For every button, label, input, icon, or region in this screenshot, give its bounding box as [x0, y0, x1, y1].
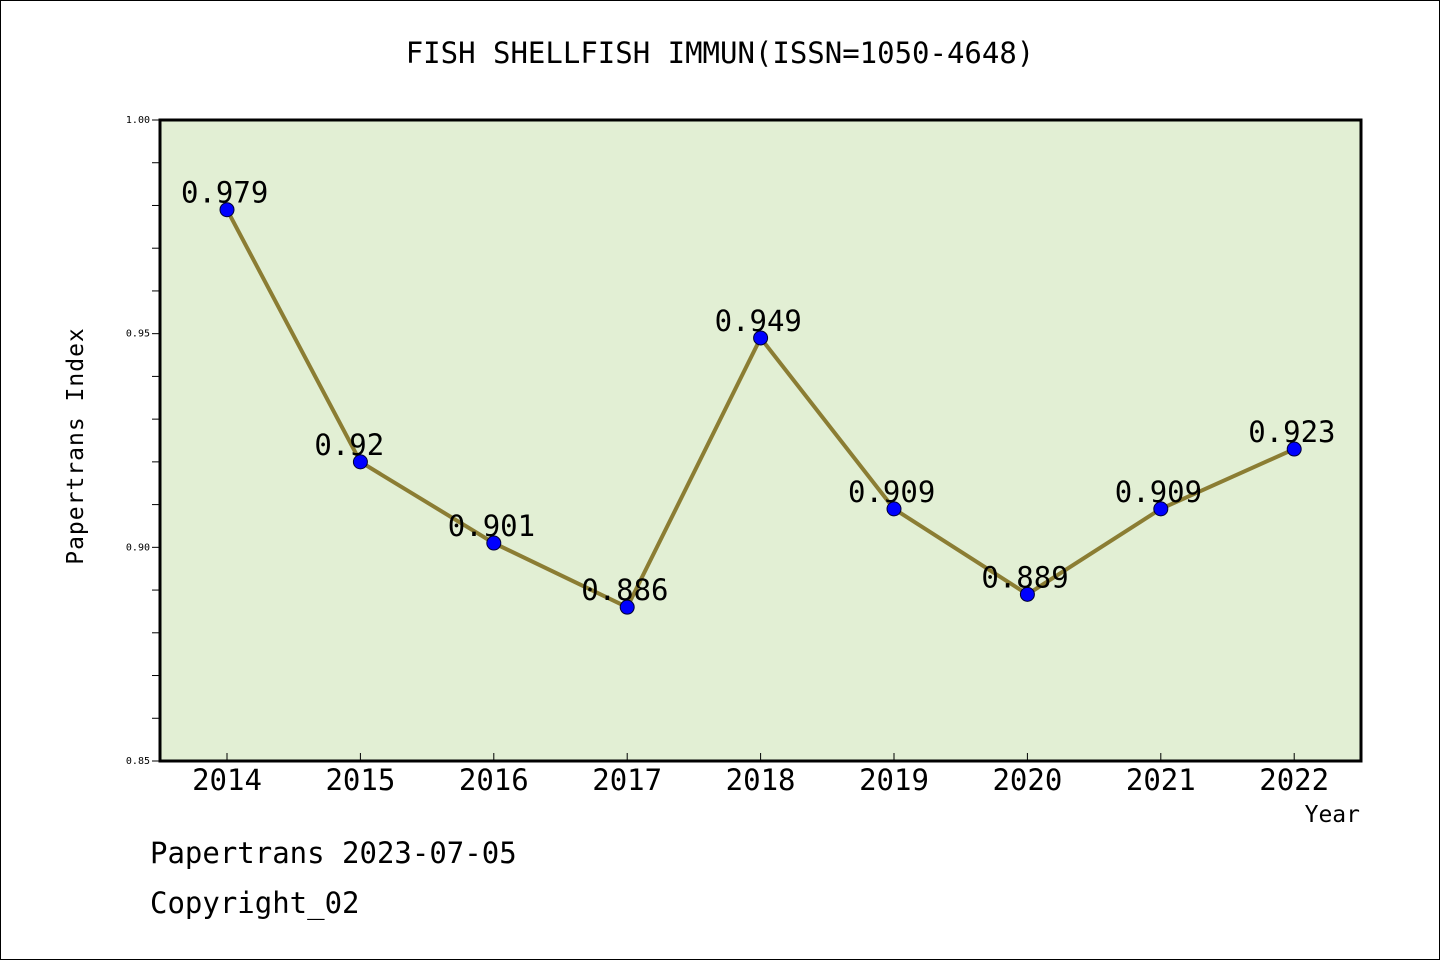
- y-tick-label: 1.00: [126, 115, 150, 126]
- data-label: 0.889: [981, 560, 1068, 594]
- y-tick-label: 0.85: [126, 756, 150, 767]
- x-tick-label: 2021: [1126, 763, 1196, 797]
- data-point: [1019, 586, 1035, 602]
- series-layer: 0.979 0.92 0.901 0.886 0.949 0.909 0.889 0.909 0…: [181, 176, 1336, 615]
- data-point: [886, 501, 902, 517]
- data-point: [753, 330, 769, 346]
- data-point: [486, 535, 502, 551]
- x-tick-label: 2019: [859, 763, 929, 797]
- chart-title: FISH SHELLFISH IMMUN(ISSN=1050-4648): [405, 36, 1035, 70]
- x-axis-label: Year: [1304, 802, 1360, 828]
- x-tick-label: 2022: [1259, 763, 1329, 797]
- data-label: 0.979: [181, 176, 268, 210]
- x-tick-label: 2018: [726, 763, 796, 797]
- data-label: 0.949: [715, 304, 802, 338]
- x-tick-label: 2016: [459, 763, 529, 797]
- data-label: 0.923: [1248, 415, 1335, 449]
- x-tick-label: 2015: [325, 763, 395, 797]
- data-label: 0.909: [1115, 475, 1202, 509]
- data-label: 0.92: [314, 428, 384, 462]
- axis-layer: 0.85 0.90 0.95 1.00 2014 2015 2016 2017 2018 2019…: [126, 115, 1329, 797]
- footer-source: Papertrans 2023-07-05: [150, 836, 517, 870]
- data-label: 0.909: [848, 475, 935, 509]
- plot-area: [158, 118, 1363, 763]
- data-point: [352, 454, 368, 470]
- x-tick-label: 2017: [592, 763, 662, 797]
- data-point: [1153, 501, 1169, 517]
- data-point: [1286, 441, 1302, 457]
- x-tick-label: 2020: [992, 763, 1062, 797]
- y-axis-label: Papertrans Index: [63, 327, 89, 565]
- data-point: [619, 599, 635, 615]
- data-point: [219, 202, 235, 218]
- data-label: 0.886: [581, 573, 668, 607]
- y-tick-label: 0.95: [126, 329, 150, 340]
- y-tick-label: 0.90: [126, 542, 150, 553]
- x-tick-label: 2014: [192, 763, 262, 797]
- footer-copyright: Copyright_02: [150, 886, 360, 920]
- data-label: 0.901: [448, 509, 535, 543]
